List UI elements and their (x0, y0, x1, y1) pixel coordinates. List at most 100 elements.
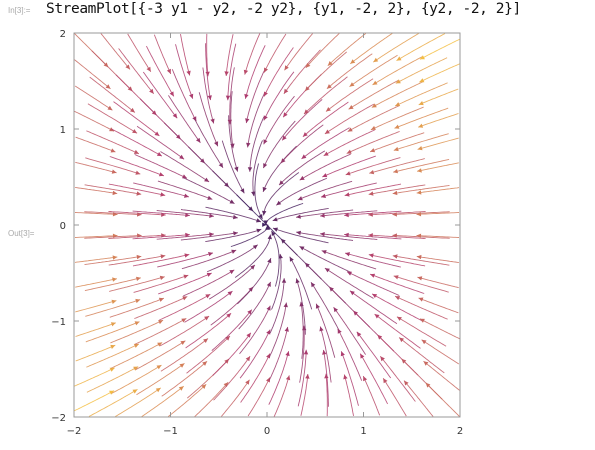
stream-line (100, 33, 131, 70)
stream-line (109, 276, 165, 292)
stream-line (113, 101, 160, 137)
stream-arrow (107, 105, 113, 111)
stream-arrow (368, 253, 374, 258)
stream-arrow (267, 234, 272, 240)
stream-line (110, 319, 164, 344)
stream-arrow (396, 316, 402, 321)
stream-arrow (360, 353, 365, 359)
stream-line (300, 373, 309, 416)
stream-arrow (205, 294, 211, 299)
stream-arrow (284, 65, 289, 71)
stream-arrow (189, 93, 194, 99)
input-cell-label: In[3]:= (8, 6, 31, 15)
stream-line (269, 278, 285, 334)
stream-arrow (110, 322, 116, 327)
stream-arrow (158, 297, 164, 302)
stream-arrow (421, 339, 427, 345)
stream-line (88, 389, 138, 417)
stream-line (321, 250, 377, 270)
stream-arrow (132, 129, 138, 134)
stream-arrow (394, 124, 400, 129)
stream-arrow (368, 212, 373, 217)
stream-line (206, 33, 209, 77)
stream-line (322, 155, 376, 178)
stream-line (134, 154, 188, 179)
stream-arrow (284, 326, 289, 332)
stream-arrow (282, 135, 287, 141)
stream-line (134, 318, 187, 345)
stream-arrow (393, 169, 398, 174)
stream-arrow (326, 84, 332, 89)
stream-line (74, 256, 118, 263)
stream-arrow (370, 273, 376, 278)
stream-line (310, 281, 341, 332)
stream-line (239, 329, 271, 379)
stream-arrow (182, 174, 187, 179)
stream-line (132, 234, 190, 240)
stream-line (283, 49, 321, 95)
stream-line (132, 210, 190, 216)
stream-line (276, 177, 327, 206)
stream-arrow (251, 191, 256, 197)
stream-line (349, 54, 398, 87)
stream-line (75, 300, 117, 313)
stream-line (370, 106, 424, 131)
stream-line (344, 183, 402, 196)
stream-arrow (299, 175, 305, 181)
stream-line (108, 183, 166, 196)
stream-arrow (156, 152, 162, 157)
stream-arrow (377, 334, 383, 340)
stream-arrow (105, 84, 111, 89)
stream-line (85, 321, 140, 343)
stream-arrow (224, 71, 229, 76)
stream-arrow (417, 168, 422, 173)
stream-line (368, 254, 426, 267)
stream-line (356, 331, 392, 379)
stream-arrow (112, 277, 117, 282)
stream-arrow (374, 314, 380, 319)
stream-line (212, 332, 252, 376)
stream-line (263, 47, 294, 97)
stream-arrow (305, 262, 310, 268)
stream-line (319, 326, 332, 383)
stream-line (156, 210, 214, 217)
stream-line (393, 275, 449, 293)
stream-line (371, 81, 424, 108)
stream-arrow (283, 302, 288, 308)
stream-arrow (240, 188, 245, 194)
stream-arrow (112, 255, 118, 260)
input-code[interactable]: StreamPlot[{-3 y1 - y2, -2 y2}, {y1, -2,… (46, 1, 521, 17)
stream-arrow (272, 217, 278, 222)
stream-line (417, 162, 459, 172)
stream-line (84, 184, 142, 195)
stream-line (327, 33, 367, 67)
stream-line (180, 232, 238, 241)
stream-arrow (246, 332, 251, 338)
stream-line (263, 33, 287, 73)
stream-arrow (112, 233, 118, 238)
stream-line (110, 342, 163, 369)
stream-line (74, 390, 115, 412)
stream-line (369, 132, 425, 153)
stream-arrow (383, 378, 388, 384)
stream-line (230, 91, 234, 149)
stream-arrow (234, 166, 239, 172)
stream-lines (73, 32, 461, 418)
stream-line (340, 351, 359, 406)
stream-arrow (204, 177, 210, 182)
stream-arrow (315, 303, 320, 309)
stream-arrow (279, 180, 284, 186)
stream-line (295, 278, 306, 335)
stream-arrow (230, 143, 235, 149)
x-tick-label: 1 (360, 426, 366, 437)
stream-arrow (296, 230, 301, 236)
y-tick-label: −2 (51, 413, 66, 424)
stream-line (392, 184, 450, 195)
stream-arrow (109, 390, 115, 395)
stream-arrow (324, 129, 330, 134)
stream-line (416, 187, 460, 194)
stream-arrow (404, 380, 409, 386)
stream-arrow (133, 343, 139, 348)
stream-arrow (419, 78, 425, 83)
